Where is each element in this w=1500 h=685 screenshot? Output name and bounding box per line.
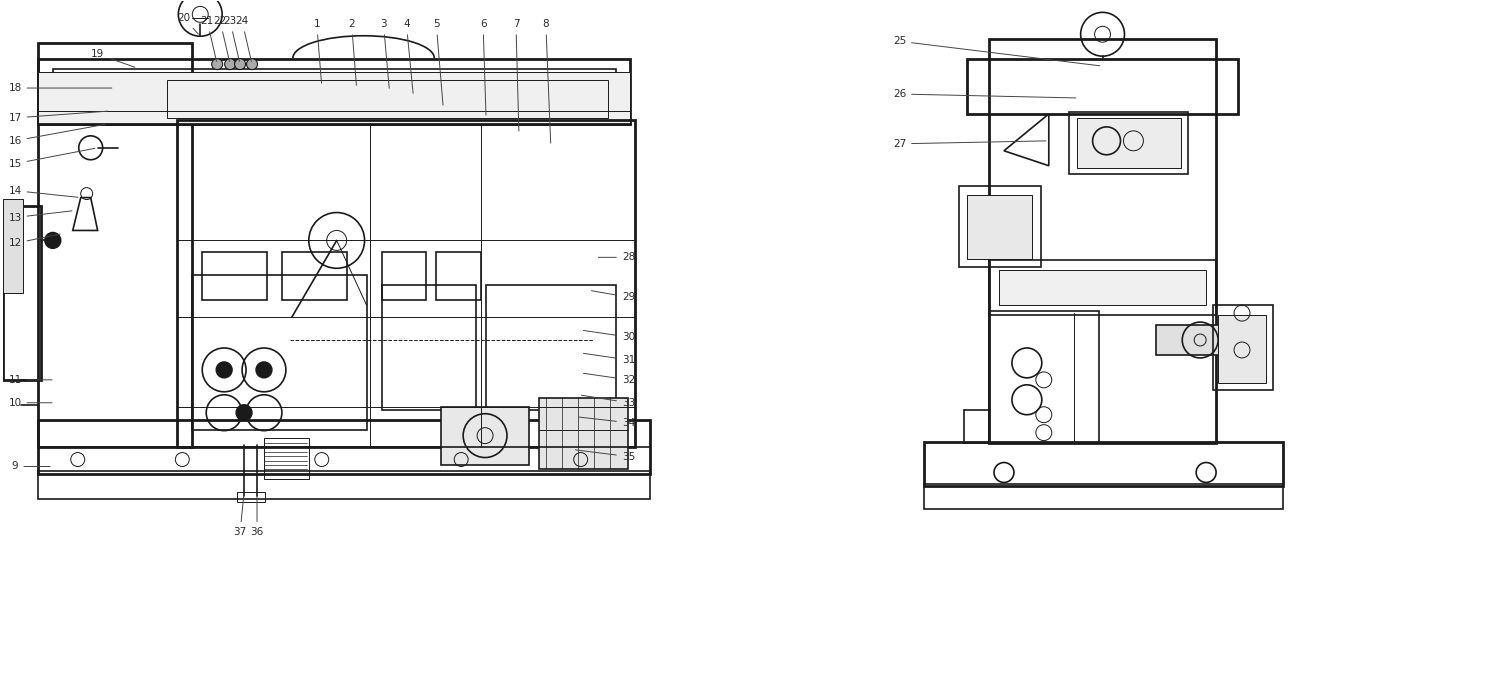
Text: 22: 22 (213, 16, 230, 62)
Text: 37: 37 (234, 495, 246, 537)
Text: 4: 4 (404, 19, 412, 93)
Bar (988, 311, 1098, 443)
Bar (38, 59, 630, 124)
Bar (441, 407, 530, 464)
Text: 26: 26 (892, 89, 1076, 99)
Bar (1077, 118, 1180, 168)
Bar (3, 206, 40, 380)
Circle shape (225, 59, 236, 70)
Text: 8: 8 (543, 19, 550, 143)
Text: 18: 18 (9, 83, 112, 93)
Text: 19: 19 (92, 49, 135, 67)
Text: 32: 32 (584, 373, 634, 385)
Bar (1214, 305, 1274, 390)
Text: 3: 3 (380, 19, 388, 88)
Bar (486, 285, 615, 410)
Text: 1: 1 (314, 19, 321, 84)
Bar (988, 39, 1216, 443)
Text: 6: 6 (480, 19, 486, 115)
Bar (38, 72, 630, 124)
Text: 17: 17 (9, 111, 108, 123)
Circle shape (246, 59, 258, 70)
Circle shape (45, 232, 62, 249)
Text: 29: 29 (591, 290, 634, 302)
Text: 12: 12 (9, 234, 60, 249)
Circle shape (216, 362, 232, 378)
Bar (264, 438, 309, 480)
Text: 36: 36 (251, 495, 264, 537)
Bar (38, 420, 651, 475)
Text: 25: 25 (892, 36, 1100, 66)
Text: 35: 35 (576, 450, 634, 462)
Bar (958, 186, 1041, 267)
Bar (538, 398, 628, 469)
Bar (381, 285, 476, 410)
Bar (53, 69, 615, 111)
Text: 16: 16 (9, 125, 105, 146)
Text: 20: 20 (177, 13, 198, 34)
Bar (38, 43, 192, 447)
Text: 28: 28 (598, 252, 634, 262)
Circle shape (256, 362, 272, 378)
Text: 11: 11 (9, 375, 53, 385)
Text: 24: 24 (236, 16, 252, 62)
Text: 30: 30 (584, 330, 634, 342)
Bar (3, 199, 22, 293)
Text: 31: 31 (584, 353, 634, 365)
Bar (988, 260, 1216, 315)
Bar (436, 252, 482, 300)
Bar (381, 252, 426, 300)
Text: 14: 14 (9, 186, 78, 197)
Bar (1218, 315, 1266, 383)
Text: 5: 5 (433, 19, 442, 105)
Bar (1156, 325, 1236, 355)
Bar (924, 442, 1282, 486)
Bar (237, 493, 266, 502)
Bar (177, 120, 636, 447)
Text: 27: 27 (892, 139, 1046, 149)
Text: 10: 10 (9, 398, 53, 408)
Bar (192, 275, 366, 429)
Bar (38, 471, 651, 499)
Text: 9: 9 (12, 462, 50, 471)
Text: 34: 34 (579, 417, 634, 427)
Bar (202, 252, 267, 300)
Bar (968, 195, 1032, 260)
Text: 33: 33 (582, 395, 634, 408)
Circle shape (234, 59, 246, 70)
Text: 13: 13 (9, 211, 72, 223)
Bar (968, 59, 1238, 114)
Text: 21: 21 (201, 16, 216, 62)
Text: 23: 23 (224, 16, 240, 62)
Bar (924, 484, 1282, 510)
Bar (168, 80, 608, 118)
Circle shape (211, 59, 222, 70)
Bar (282, 252, 346, 300)
Text: 7: 7 (513, 19, 519, 131)
Circle shape (236, 405, 252, 421)
Text: 2: 2 (348, 19, 357, 85)
Bar (1068, 112, 1188, 174)
Bar (999, 271, 1206, 305)
Text: 15: 15 (9, 149, 94, 169)
